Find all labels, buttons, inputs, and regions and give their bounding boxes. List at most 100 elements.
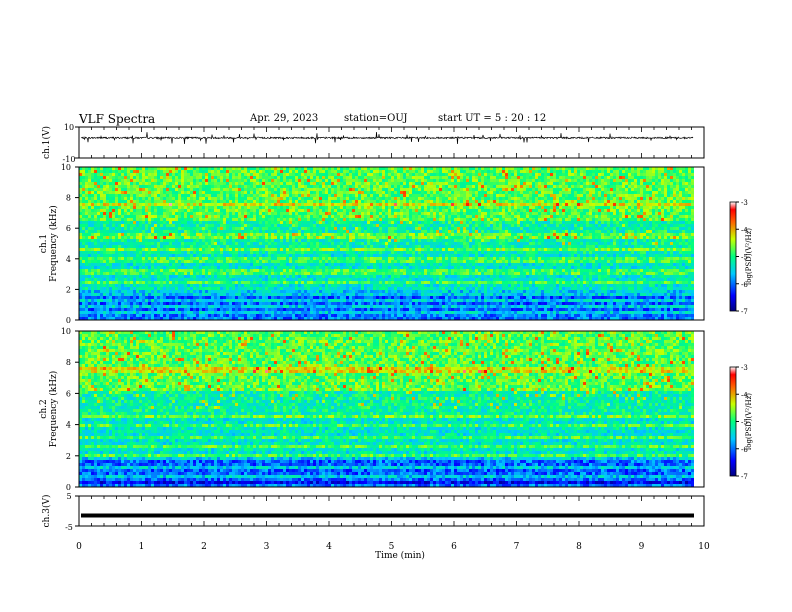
- spectrogram-cell: [319, 197, 322, 200]
- spectrogram-cell: [499, 197, 502, 200]
- spectrogram-cell: [220, 200, 223, 203]
- spectrogram-cell: [154, 173, 157, 176]
- spectrogram-cell: [505, 203, 508, 206]
- spectrogram-cell: [292, 188, 295, 191]
- spectrogram-cell: [592, 224, 595, 227]
- spectrogram-cell: [193, 224, 196, 227]
- spectrogram-cell: [115, 230, 118, 233]
- spectrogram-cell: [445, 188, 448, 191]
- spectrogram-cell: [250, 206, 253, 209]
- spectrogram-cell: [361, 218, 364, 221]
- spectrogram-cell: [157, 191, 160, 194]
- spectrogram-cell: [88, 170, 91, 173]
- spectrogram-cell: [400, 200, 403, 203]
- spectrogram-cell: [664, 200, 667, 203]
- spectrogram-cell: [214, 203, 217, 206]
- spectrogram-cell: [559, 218, 562, 221]
- spectrogram-cell: [397, 230, 400, 233]
- spectrogram-cell: [226, 179, 229, 182]
- spectrogram-cell: [214, 167, 217, 170]
- spectrogram-cell: [235, 188, 238, 191]
- spectrogram-cell: [247, 212, 250, 215]
- spectrogram-cell: [625, 176, 628, 179]
- spectrogram-cell: [337, 230, 340, 233]
- spectrogram-cell: [193, 200, 196, 203]
- spectrogram-cell: [238, 188, 241, 191]
- spectrogram-cell: [307, 197, 310, 200]
- spectrogram-cell: [685, 167, 688, 170]
- spectrogram-cell: [505, 233, 508, 236]
- spectrogram-cell: [127, 191, 130, 194]
- spectrogram-cell: [133, 209, 136, 212]
- spectrogram-cell: [592, 179, 595, 182]
- spectrogram-cell: [100, 206, 103, 209]
- spectrogram-cell: [268, 197, 271, 200]
- spectrogram-cell: [262, 206, 265, 209]
- spectrogram-cell: [385, 227, 388, 230]
- spectrogram-cell: [691, 194, 694, 197]
- spectrogram-cell: [466, 185, 469, 188]
- spectrogram-cell: [550, 197, 553, 200]
- spectrogram-cell: [250, 224, 253, 227]
- spectrogram-cell: [517, 224, 520, 227]
- spectrogram-cell: [445, 212, 448, 215]
- spectrogram-cell: [529, 221, 532, 224]
- spectrogram-cell: [640, 230, 643, 233]
- spectrogram-cell: [538, 191, 541, 194]
- spectrogram-cell: [385, 230, 388, 233]
- spectrogram-cell: [136, 179, 139, 182]
- spectrogram-cell: [481, 188, 484, 191]
- spectrogram-cell: [667, 215, 670, 218]
- spectrogram-cell: [172, 182, 175, 185]
- spectrogram-cell: [574, 221, 577, 224]
- spectrogram-cell: [340, 230, 343, 233]
- spectrogram-cell: [343, 200, 346, 203]
- spectrogram-cell: [391, 221, 394, 224]
- spectrogram-cell: [508, 230, 511, 233]
- spectrogram-cell: [562, 176, 565, 179]
- spectrogram-cell: [634, 179, 637, 182]
- spectrogram-cell: [364, 203, 367, 206]
- spectrogram-cell: [400, 224, 403, 227]
- spectrogram-cell: [109, 227, 112, 230]
- spectrogram-cell: [424, 194, 427, 197]
- spectrogram-cell: [601, 173, 604, 176]
- spectrogram-cell: [487, 167, 490, 170]
- spectrogram-cell: [640, 215, 643, 218]
- spectrogram-cell: [496, 221, 499, 224]
- spectrogram-cell: [526, 203, 529, 206]
- spectrogram-cell: [289, 197, 292, 200]
- spectrogram-cell: [394, 227, 397, 230]
- spectrogram-cell: [637, 212, 640, 215]
- spectrogram-cell: [460, 182, 463, 185]
- spectrogram-cell: [514, 221, 517, 224]
- spectrogram-cell: [259, 236, 262, 239]
- spectrogram-cell: [310, 218, 313, 221]
- spectrogram-cell: [319, 191, 322, 194]
- spectrogram-cell: [337, 209, 340, 212]
- spectrogram-cell: [562, 167, 565, 170]
- spectrogram-cell: [430, 167, 433, 170]
- spectrogram-cell: [328, 224, 331, 227]
- spectrogram-cell: [340, 221, 343, 224]
- spectrogram-cell: [532, 173, 535, 176]
- spectrogram-cell: [124, 173, 127, 176]
- spectrogram-cell: [442, 227, 445, 230]
- spectrogram-cell: [421, 227, 424, 230]
- spectrogram-cell: [334, 203, 337, 206]
- spectrogram-cell: [199, 209, 202, 212]
- spectrogram-cell: [625, 194, 628, 197]
- spectrogram-cell: [220, 233, 223, 236]
- spectrogram-cell: [541, 176, 544, 179]
- spectrogram-cell: [568, 173, 571, 176]
- spectrogram-cell: [469, 191, 472, 194]
- spectrogram-cell: [145, 167, 148, 170]
- spectrogram-cell: [511, 182, 514, 185]
- spectrogram-cell: [454, 197, 457, 200]
- spectrogram-cell: [574, 197, 577, 200]
- spectrogram-cell: [274, 233, 277, 236]
- spectrogram-cell: [388, 185, 391, 188]
- spectrogram-cell: [373, 224, 376, 227]
- spectrogram-cell: [457, 209, 460, 212]
- spectrogram-cell: [427, 227, 430, 230]
